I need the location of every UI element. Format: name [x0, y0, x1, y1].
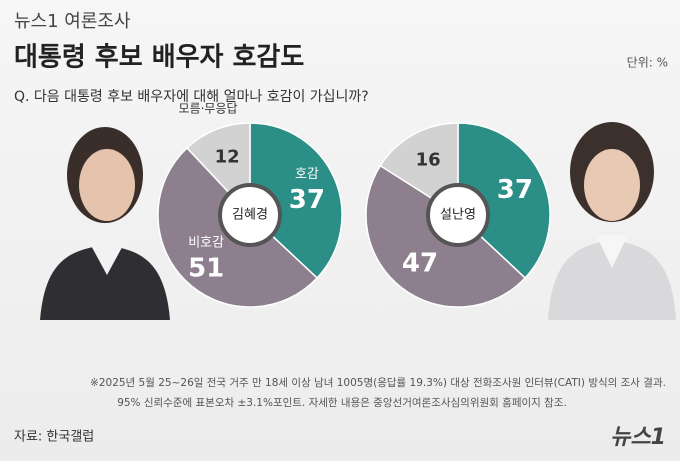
question: Q. 다음 대통령 후보 배우자에 대해 얼마나 호감이 가십니까?: [14, 89, 369, 105]
note: 95% 신뢰수준에 표본오차 ±3.1%포인트. 자세한 내용은 중앙선거여론조…: [117, 396, 567, 409]
logo: 뉴스1: [610, 425, 666, 450]
note: ※2025년 5월 25~26일 전국 거주 만 18세 이상 남녀 1005명…: [90, 376, 666, 389]
category-label: 비호감: [188, 235, 224, 250]
center-ring: [426, 183, 490, 247]
portrait-left: [40, 127, 170, 320]
category-label: 호감: [295, 167, 319, 182]
source: 자료: 한국갤럽: [14, 430, 94, 445]
value-label: 51: [188, 253, 224, 283]
value-label: 12: [215, 146, 240, 167]
center-label: 설난영: [440, 208, 476, 223]
category-label: 모름·무응답: [179, 102, 238, 116]
center-label: 김혜경: [232, 208, 268, 223]
unit: 단위: %: [627, 56, 668, 70]
title: 대통령 후보 배우자 호감도: [14, 43, 304, 73]
value-label: 47: [402, 248, 438, 278]
portrait-right: [548, 122, 676, 320]
center-ring: [218, 183, 282, 247]
value-label: 37: [289, 185, 325, 215]
kicker: 뉴스1 여론조사: [14, 11, 131, 32]
value-label: 37: [497, 175, 533, 205]
value-label: 16: [416, 150, 441, 171]
